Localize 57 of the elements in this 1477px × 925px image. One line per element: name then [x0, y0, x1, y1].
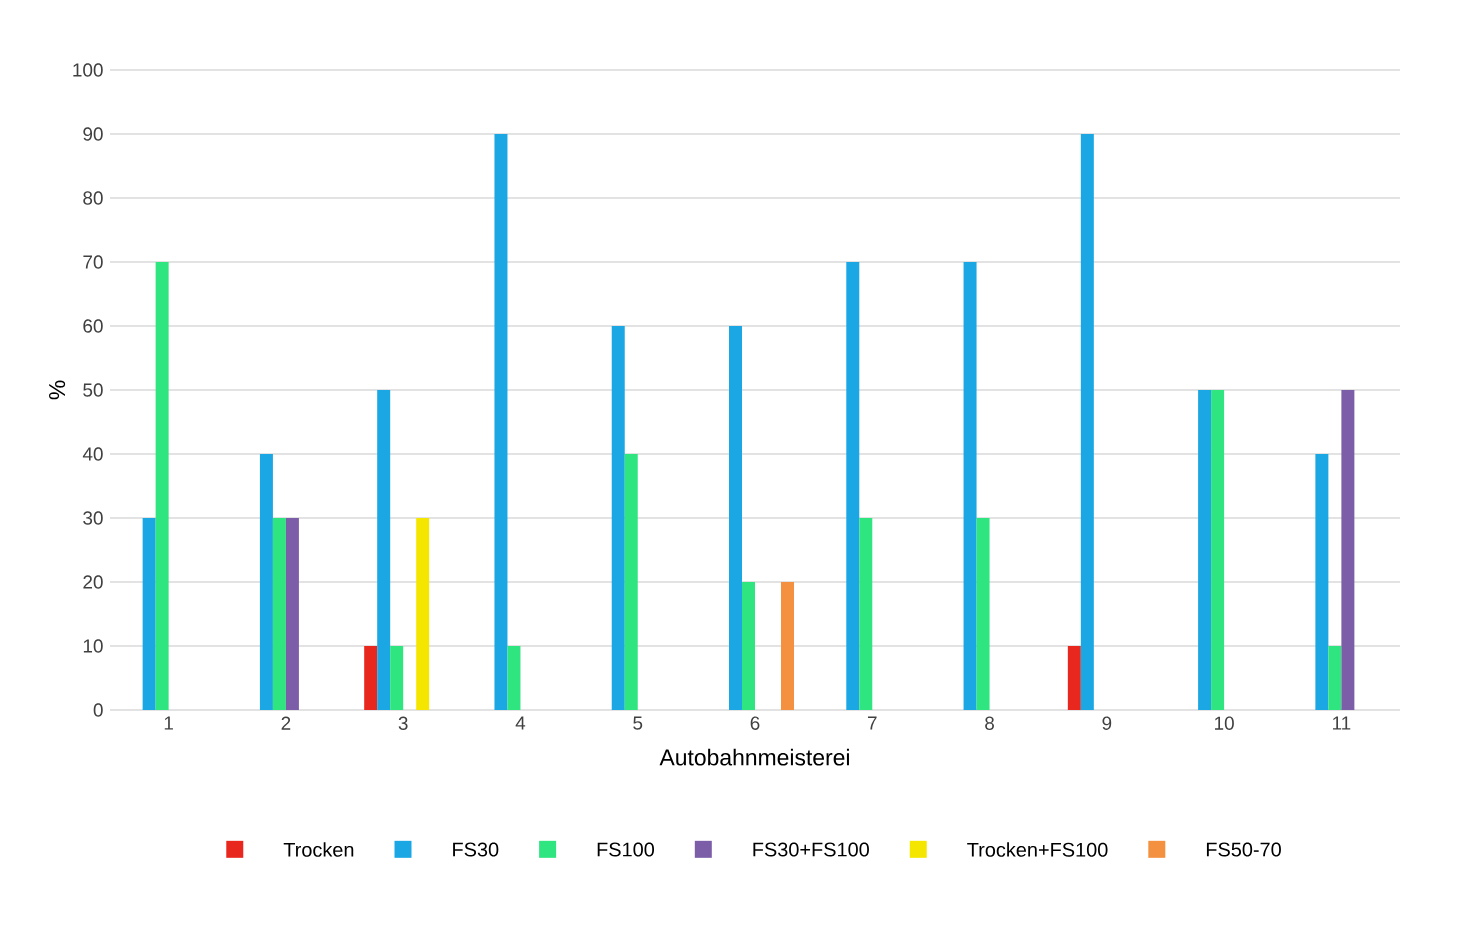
y-axis-title: % [49, 380, 66, 400]
legend-label: Trocken+FS100 [967, 842, 1108, 857]
legend-label: FS30 [453, 842, 499, 857]
bar [494, 134, 508, 710]
bar [1211, 390, 1225, 710]
bar [729, 326, 743, 710]
bar [377, 390, 391, 710]
bar [390, 646, 404, 710]
legend-label: Trocken [283, 842, 354, 857]
bar [1198, 390, 1212, 710]
y-tick-label: 90 [83, 127, 103, 141]
bar [155, 262, 169, 710]
bar [963, 262, 977, 710]
x-axis-title: Autobahnmeisterei [659, 748, 849, 766]
x-tick-label: 3 [398, 716, 408, 730]
x-tick-label: 6 [750, 716, 760, 730]
bar [416, 518, 430, 710]
bar [259, 454, 273, 710]
x-tick-label: 8 [985, 716, 994, 730]
bar [976, 518, 990, 710]
y-tick-label: 60 [83, 319, 103, 333]
legend-label: FS100 [597, 842, 655, 857]
legend-label: FS30+FS100 [753, 842, 869, 857]
bar [1328, 646, 1342, 710]
x-tick-label: 4 [515, 716, 526, 730]
y-tick-label: 100 [73, 63, 103, 77]
bar [1080, 134, 1094, 710]
y-tick-label: 50 [83, 383, 103, 397]
bar [624, 454, 638, 710]
y-tick-label: 70 [83, 255, 103, 269]
bar [142, 518, 156, 710]
bar [1315, 454, 1329, 710]
y-tick-label: 0 [93, 703, 103, 717]
y-tick-label: 10 [83, 639, 103, 653]
bar [1341, 390, 1355, 710]
y-tick-label: 80 [83, 191, 103, 205]
x-tick-label: 9 [1102, 716, 1112, 730]
bar [1067, 646, 1081, 710]
bar [846, 262, 860, 710]
bar [859, 518, 873, 710]
bar [364, 646, 378, 710]
y-tick-label: 30 [83, 511, 103, 525]
bar [507, 646, 521, 710]
bar [781, 582, 795, 710]
x-tick-label: 7 [867, 716, 877, 730]
bar [272, 518, 286, 710]
legend-label: FS50-70 [1206, 842, 1281, 857]
x-tick-label: 11 [1332, 716, 1351, 730]
x-tick-label: 1 [164, 716, 173, 730]
x-tick-label: 10 [1215, 716, 1234, 730]
bar [611, 326, 625, 710]
bar [742, 582, 756, 710]
bar [285, 518, 299, 710]
y-tick-label: 20 [83, 575, 103, 589]
y-tick-label: 40 [82, 447, 103, 461]
x-tick-label: 2 [281, 716, 291, 730]
x-tick-label: 5 [633, 716, 643, 730]
